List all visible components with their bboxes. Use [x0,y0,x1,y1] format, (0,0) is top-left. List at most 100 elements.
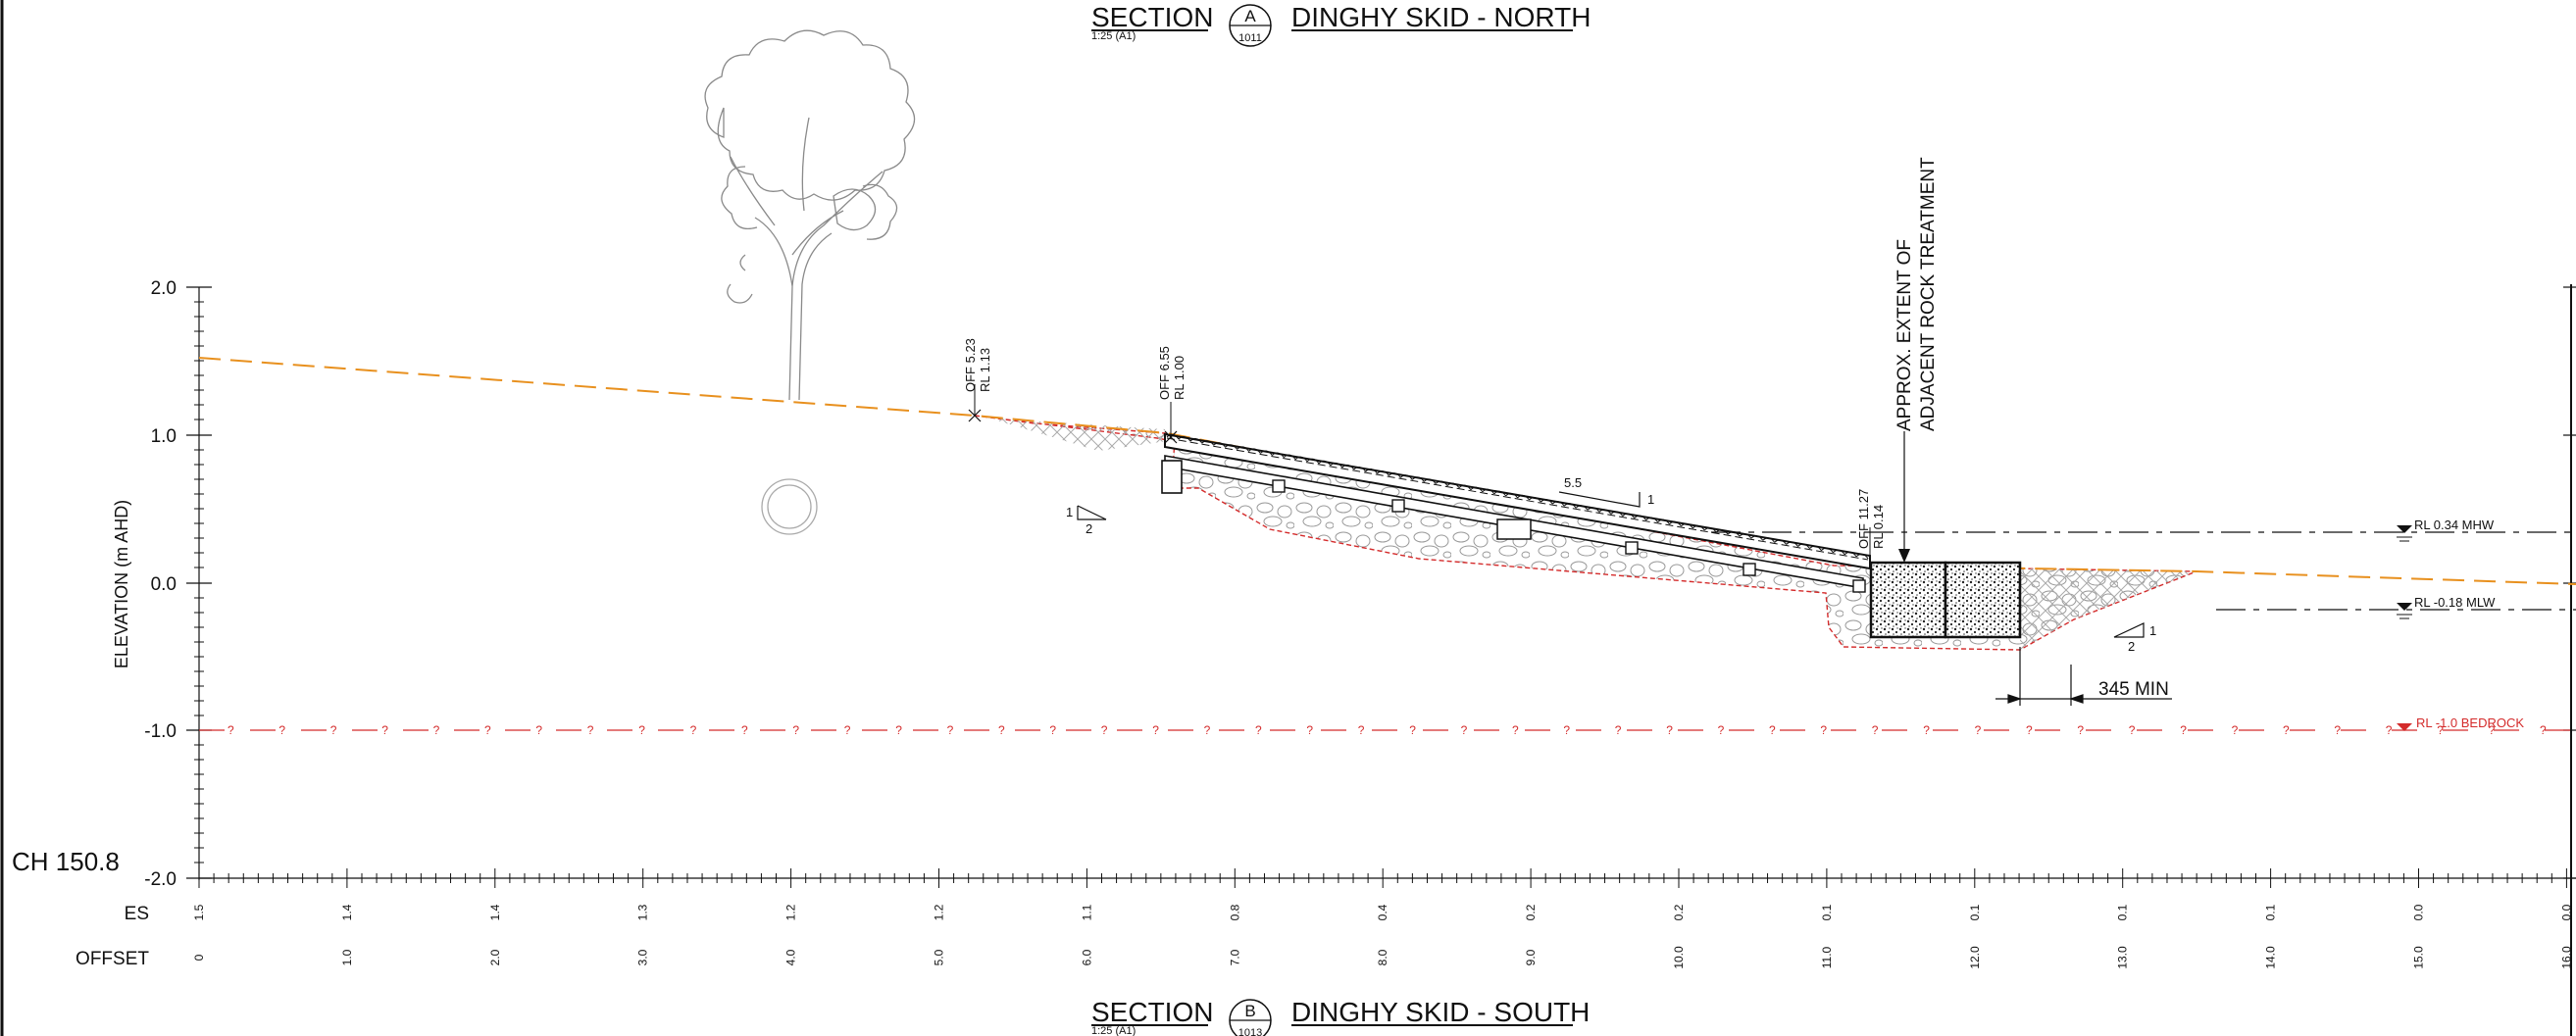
elevation-axis: 2.0 1.0 0.0 -1.0 -2.0 ELEVATION (m AHD) [112,278,212,890]
deck-bump [1551,501,1565,507]
bedrock-question-mark: ? [1204,723,1211,737]
bedrock-question-mark: ? [1820,723,1827,737]
deck-bump [1809,545,1822,551]
section-b-letter: B [1244,1002,1255,1020]
deck-bump [1529,497,1541,503]
deck-bump [1294,456,1308,463]
section-a-letter: A [1244,7,1256,25]
offset-value: 3.0 [636,949,650,965]
bedrock-question-mark: ? [638,723,645,737]
slope-main-run: 5.5 [1564,475,1582,490]
es-value: 0.0 [2559,904,2573,920]
deck-bump [1306,458,1320,465]
bedrock-question-mark: ? [947,723,954,737]
bedrock-level: ????????????????????????????????????????… [199,715,2576,737]
deck-bump [1225,444,1237,450]
section-a-label: SECTION [1091,2,1213,32]
offset-row-label: OFFSET [76,949,149,969]
bedrock-question-mark: ? [1255,723,1262,737]
offset-value: 6.0 [1080,949,1093,965]
offset-value: 1.0 [340,949,354,965]
section-b-sheet: 1013 [1238,1027,1262,1036]
deck-bump [1248,448,1261,454]
deck-bump [1634,515,1647,520]
deck-bump [1762,537,1776,543]
es-value: 1.5 [192,904,206,920]
deck-bump [1703,527,1717,533]
deck-bump [1259,450,1273,456]
deck-bump [1832,549,1845,556]
deck-bump [1598,509,1612,515]
bedrock-question-mark: ? [2026,723,2033,737]
deck-bump [1213,442,1227,448]
deck-bump [1493,490,1507,497]
deck-bump [1517,494,1530,501]
deck-bump [1271,452,1285,458]
bedrock-question-mark: ? [2283,723,2290,737]
offset-value: 7.0 [1228,949,1241,965]
rl-label-3: RL 0.14 [1871,505,1886,549]
offset-value: 13.0 [2116,946,2130,969]
deck-bump [1237,446,1249,452]
bedrock-label: RL -1.0 BEDROCK [2416,715,2524,730]
bedrock-question-mark: ? [844,723,851,737]
bedrock-question-mark: ? [1409,723,1416,737]
bedrock-question-mark: ? [1512,723,1519,737]
slope-right-run: 2 [2128,639,2135,654]
axis-tick-label: 1.0 [151,426,177,447]
dimension-345: 345 MIN [1995,647,2172,706]
deck-bump [1365,469,1378,474]
offset-value: 11.0 [1820,946,1834,968]
deck-bump [1844,551,1857,558]
es-value: 0.1 [1968,904,1982,920]
deck-bump [1692,524,1705,531]
rock-block-right [1944,561,2022,639]
section-b-label: SECTION [1091,997,1213,1027]
deck-bump [1657,518,1670,525]
offset-value: 9.0 [1524,949,1538,965]
bedrock-question-mark: ? [2386,723,2393,737]
right-axis-ticks [2563,286,2576,879]
bedrock-question-mark: ? [433,723,440,737]
bedrock-question-mark: ? [741,723,748,737]
deck-bump [1622,513,1636,518]
bedrock-question-mark: ? [1718,723,1725,737]
deck-bump [1435,480,1448,486]
section-a-name: DINGHY SKID - NORTH [1291,2,1591,32]
bedrock-question-mark: ? [998,723,1005,737]
offset-value: 5.0 [933,949,946,965]
bedrock-question-mark: ? [1461,723,1468,737]
mhw-label: RL 0.34 MHW [2414,518,2495,532]
es-value: 0.1 [1820,904,1834,920]
section-a-title: SECTION 1:25 (A1) A 1011 DINGHY SKID - N… [1091,2,1591,47]
es-value: 1.3 [636,904,650,920]
es-value: 1.1 [1080,904,1093,920]
es-value: 0.1 [2116,904,2130,920]
deck-bump [1330,462,1343,469]
dimension-label: 345 MIN [2098,679,2169,700]
setout-point-3: OFF 11.27 RL 0.14 [1856,489,1886,561]
bedrock-question-mark: ? [2540,723,2547,737]
deck-bump [1645,517,1658,523]
off-label-1: OFF 5.23 [963,338,978,392]
mhw-level: RL 0.34 MHW [1711,518,2576,542]
bedrock-question-mark: ? [2334,723,2341,737]
deck-bump [1680,522,1693,529]
deck-texture [1166,433,1869,560]
slope-left-run: 2 [1086,521,1092,536]
deck-bump [1470,486,1484,493]
deck-bump [1750,535,1764,541]
deck-bump [1201,440,1215,446]
hatch-region-right [2020,568,2197,650]
bedrock-question-mark: ? [484,723,491,737]
es-value: 1.2 [784,904,798,920]
deck-bump [1786,541,1798,547]
rock-note-line-2: ADJACENT ROCK TREATMENT [1918,157,1939,431]
bedrock-question-mark: ? [1101,723,1108,737]
mlw-label: RL -0.18 MLW [2414,595,2496,610]
setout-point-1: OFF 5.23 RL 1.13 [963,338,992,422]
deck-bump [1715,529,1729,535]
deck-bump [1587,507,1600,513]
deck-bump [1423,478,1437,484]
es-row-label: ES [125,904,149,924]
